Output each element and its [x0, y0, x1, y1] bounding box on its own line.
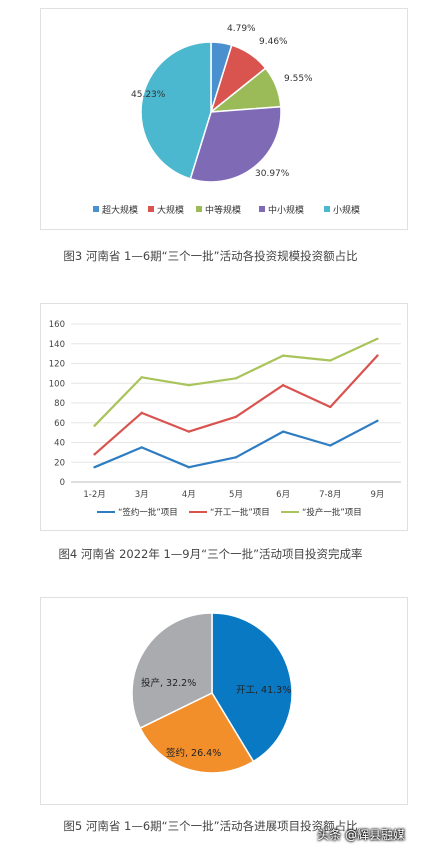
x-tick-label: 4月 — [182, 490, 196, 500]
fig3-caption: 图3 河南省 1—6期“三个一批”活动各投资规模投资额占比 — [63, 249, 358, 263]
x-tick-label: 6月 — [276, 490, 290, 500]
legend-swatch — [196, 206, 202, 212]
pie-slice-2 — [139, 692, 255, 774]
y-tick-label: 20 — [54, 458, 65, 468]
legend-label: “签约一批”项目 — [118, 507, 178, 518]
pie-data-label: 4.79% — [227, 24, 256, 34]
y-tick-label: 120 — [49, 360, 65, 370]
data-point — [140, 376, 143, 379]
pie-data-label: 开工, 41.3% — [236, 685, 291, 696]
fig3-chart-panel: 4.79% 9.46% 9.55% 30.97% 45.23% 超大规模 大规模 中等规模 中… — [40, 8, 408, 230]
y-tick-label: 140 — [49, 340, 65, 350]
pie-data-label: 9.55% — [284, 74, 313, 84]
data-point — [376, 419, 379, 422]
legend-label: 中小规模 — [268, 204, 304, 216]
data-point — [329, 444, 332, 447]
pie-slice-5 — [140, 41, 212, 180]
data-point — [234, 456, 238, 459]
data-point — [234, 377, 238, 380]
y-tick-label: 100 — [49, 379, 65, 389]
data-point — [187, 384, 191, 387]
data-point — [281, 354, 285, 357]
data-point — [93, 465, 96, 469]
legend-swatch — [93, 206, 99, 212]
legend-swatch — [324, 206, 330, 212]
data-point — [93, 453, 96, 456]
legend-swatch — [148, 206, 154, 212]
series-line-3 — [93, 337, 378, 427]
pie-slice-1 — [211, 612, 293, 763]
fig5-caption: 图5 河南省 1—6期“三个一批”活动各进展项目投资额占比 — [63, 819, 358, 833]
y-tick-label: 80 — [54, 399, 65, 409]
data-point — [329, 405, 332, 409]
legend-label: 超大规模 — [102, 204, 138, 216]
x-tick-label: 9月 — [370, 490, 384, 500]
data-point — [329, 359, 332, 362]
data-point — [140, 446, 143, 449]
pie-slice-3 — [131, 612, 213, 730]
y-tick-label: 0 — [60, 478, 65, 488]
fig4-caption: 图4 河南省 2022年 1—9月“三个一批”活动项目投资完成率 — [58, 547, 363, 561]
watermark: 头条 @辉县融媒 — [317, 828, 405, 842]
x-tick-label: 5月 — [229, 490, 243, 500]
y-tick-label: 160 — [49, 320, 65, 330]
pie-data-label: 投产, 32.2% — [141, 677, 196, 689]
pie-data-label: 签约, 26.4% — [166, 747, 221, 759]
y-tick-label: 60 — [54, 419, 65, 429]
data-point — [187, 430, 191, 433]
data-point — [376, 337, 379, 341]
fig5-chart-panel: 开工, 41.3% 签约, 26.4% 投产, 32.2% — [40, 597, 408, 805]
data-point — [93, 424, 96, 427]
legend-swatch — [259, 206, 265, 212]
fig3-pie-chart: 4.79%9.46% 9.55% 30.97% 45.23% 超大规模 大规模 中等规模 中… — [93, 24, 360, 216]
pie-data-label: 30.97% — [255, 169, 290, 179]
data-point — [281, 430, 285, 433]
fig5-pie-chart: 开工, 41.3% 签约, 26.4% 投产, 32.2% — [131, 612, 293, 774]
data-point — [376, 354, 379, 357]
pie-slice-4 — [189, 105, 282, 183]
legend-label: 小规模 — [333, 205, 360, 216]
x-tick-label: 1-2月 — [83, 490, 105, 500]
data-point — [234, 415, 238, 419]
series-line-1 — [94, 419, 378, 469]
legend-label: “投产一批”项目 — [302, 507, 362, 518]
x-tick-label: 3月 — [135, 490, 149, 500]
legend-label: 大规模 — [157, 204, 184, 216]
data-point — [281, 384, 285, 387]
series-line-2 — [93, 354, 379, 456]
fig4-chart-panel: 0 20 40 60 80 100 120 140 160 1-2月 3月 4月 5月 6月 7-8月 9月… — [40, 303, 408, 531]
x-tick-label: 7-8月 — [319, 490, 341, 500]
data-point — [140, 411, 143, 415]
fig4-line-chart: 0 20 40 60 80 100 120 140 160 1-2月 3月 4月 5月 6月 7-8月 9月… — [49, 320, 401, 518]
y-tick-label: 40 — [54, 439, 65, 449]
pie-data-label: 45.23% — [131, 90, 166, 100]
data-point — [187, 465, 191, 469]
pie-data-label: 9.46% — [259, 37, 288, 47]
legend-label: “开工一批”项目 — [210, 507, 270, 518]
legend-label: 中等规模 — [205, 204, 241, 216]
